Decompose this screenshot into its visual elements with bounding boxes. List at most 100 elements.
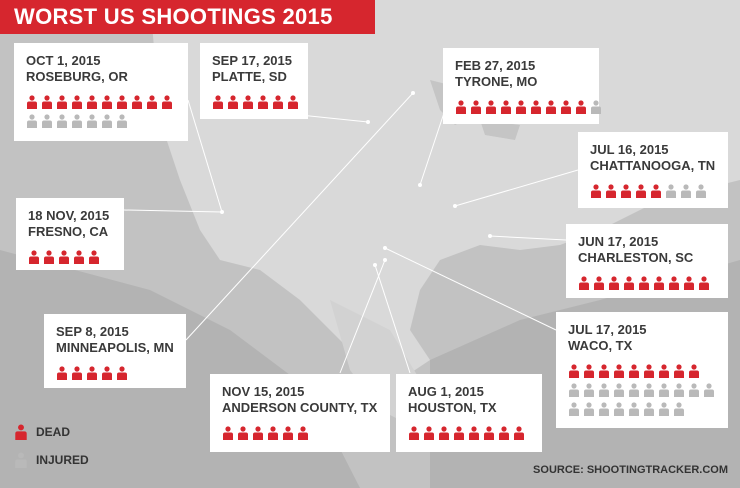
- person-injured-icon: [644, 383, 654, 397]
- person-injured-icon: [569, 383, 579, 397]
- person-injured-icon: [15, 452, 27, 468]
- person-dead-icon: [516, 100, 526, 114]
- incident-card-minneapolis: SEP 8, 2015 MINNEAPOLIS, MN: [44, 314, 186, 388]
- legend: DEAD INJURED: [14, 424, 89, 480]
- person-dead-icon: [514, 426, 524, 440]
- person-dead-icon: [87, 366, 97, 380]
- person-dead-icon: [639, 276, 649, 290]
- person-dead-icon: [72, 366, 82, 380]
- incident-place: MINNEAPOLIS, MN: [56, 340, 174, 355]
- incident-date: JUL 16, 2015: [590, 142, 669, 157]
- person-injured-icon: [42, 114, 52, 128]
- person-injured-icon: [102, 114, 112, 128]
- person-dead-icon: [42, 95, 52, 109]
- victim-icons: [455, 100, 623, 119]
- person-injured-icon: [584, 383, 594, 397]
- incident-place: CHATTANOOGA, TN: [590, 158, 716, 173]
- person-injured-icon: [659, 383, 669, 397]
- person-dead-icon: [283, 426, 293, 440]
- person-dead-icon: [238, 426, 248, 440]
- person-dead-icon: [44, 250, 54, 264]
- legend-dead-label: DEAD: [36, 425, 71, 439]
- incident-date: NOV 15, 2015: [222, 384, 305, 399]
- person-injured-icon: [569, 402, 579, 416]
- person-dead-icon: [454, 426, 464, 440]
- incident-place: WACO, TX: [568, 338, 633, 353]
- person-injured-icon: [57, 114, 67, 128]
- person-dead-icon: [684, 276, 694, 290]
- person-injured-icon: [644, 402, 654, 416]
- person-dead-icon: [258, 95, 268, 109]
- person-dead-icon: [561, 100, 571, 114]
- person-dead-icon: [223, 426, 233, 440]
- incident-place: PLATTE, SD: [212, 69, 287, 84]
- incident-date: AUG 1, 2015: [408, 384, 484, 399]
- person-dead-icon: [501, 100, 511, 114]
- person-injured-icon: [117, 114, 127, 128]
- person-dead-icon: [102, 366, 112, 380]
- person-dead-icon: [102, 95, 112, 109]
- person-dead-icon: [253, 426, 263, 440]
- legend-injured-label: INJURED: [36, 453, 89, 467]
- person-dead-icon: [659, 364, 669, 378]
- victim-icons: [212, 95, 380, 114]
- person-dead-icon: [579, 276, 589, 290]
- person-dead-icon: [228, 95, 238, 109]
- incident-card-waco: JUL 17, 2015 WACO, TX: [556, 312, 728, 428]
- victim-icons: [408, 426, 576, 445]
- person-dead-icon: [268, 426, 278, 440]
- person-dead-icon: [606, 184, 616, 198]
- incident-place: TYRONE, MO: [455, 74, 538, 89]
- person-dead-icon: [614, 364, 624, 378]
- person-injured-icon: [591, 100, 601, 114]
- victim-icons: [28, 250, 196, 269]
- person-dead-icon: [569, 364, 579, 378]
- victim-icons: [578, 276, 740, 295]
- person-dead-icon: [74, 250, 84, 264]
- legend-dead: DEAD: [14, 424, 89, 440]
- person-injured-icon: [599, 402, 609, 416]
- person-injured-icon: [681, 184, 691, 198]
- person-dead-icon: [699, 276, 709, 290]
- person-injured-icon: [614, 402, 624, 416]
- incident-place: CHARLESTON, SC: [578, 250, 694, 265]
- incident-card-houston: AUG 1, 2015 HOUSTON, TX: [396, 374, 542, 452]
- person-dead-icon: [531, 100, 541, 114]
- person-dead-icon: [213, 95, 223, 109]
- source-credit: SOURCE: SHOOTINGTRACKER.COM: [533, 464, 728, 476]
- person-injured-icon: [666, 184, 676, 198]
- incident-place: FRESNO, CA: [28, 224, 109, 239]
- person-dead-icon: [609, 276, 619, 290]
- person-dead-icon: [273, 95, 283, 109]
- person-injured-icon: [704, 383, 714, 397]
- person-injured-icon: [659, 402, 669, 416]
- person-injured-icon: [689, 383, 699, 397]
- person-dead-icon: [629, 364, 639, 378]
- person-injured-icon: [584, 402, 594, 416]
- person-dead-icon: [669, 276, 679, 290]
- incident-card-anderson: NOV 15, 2015 ANDERSON COUNTY, TX: [210, 374, 390, 452]
- victim-icons: [222, 426, 390, 445]
- page-title: WORST US SHOOTINGS 2015: [0, 0, 375, 34]
- person-dead-icon: [29, 250, 39, 264]
- person-dead-icon: [27, 95, 37, 109]
- victim-icons: [590, 184, 740, 203]
- person-injured-icon: [674, 383, 684, 397]
- person-dead-icon: [584, 364, 594, 378]
- person-dead-icon: [147, 95, 157, 109]
- incident-card-tyrone: FEB 27, 2015 TYRONE, MO: [443, 48, 601, 124]
- incident-date: SEP 8, 2015: [56, 324, 129, 339]
- person-dead-icon: [486, 100, 496, 114]
- incident-card-fresno: 18 NOV, 2015 FRESNO, CA: [16, 198, 124, 270]
- person-dead-icon: [15, 424, 27, 440]
- person-dead-icon: [87, 95, 97, 109]
- incident-date: 18 NOV, 2015: [28, 208, 110, 223]
- person-dead-icon: [456, 100, 466, 114]
- person-dead-icon: [243, 95, 253, 109]
- incident-date: FEB 27, 2015: [455, 58, 536, 73]
- incident-card-roseburg: OCT 1, 2015 ROSEBURG, OR: [14, 43, 188, 141]
- person-dead-icon: [72, 95, 82, 109]
- person-dead-icon: [57, 95, 67, 109]
- person-dead-icon: [591, 184, 601, 198]
- person-dead-icon: [298, 426, 308, 440]
